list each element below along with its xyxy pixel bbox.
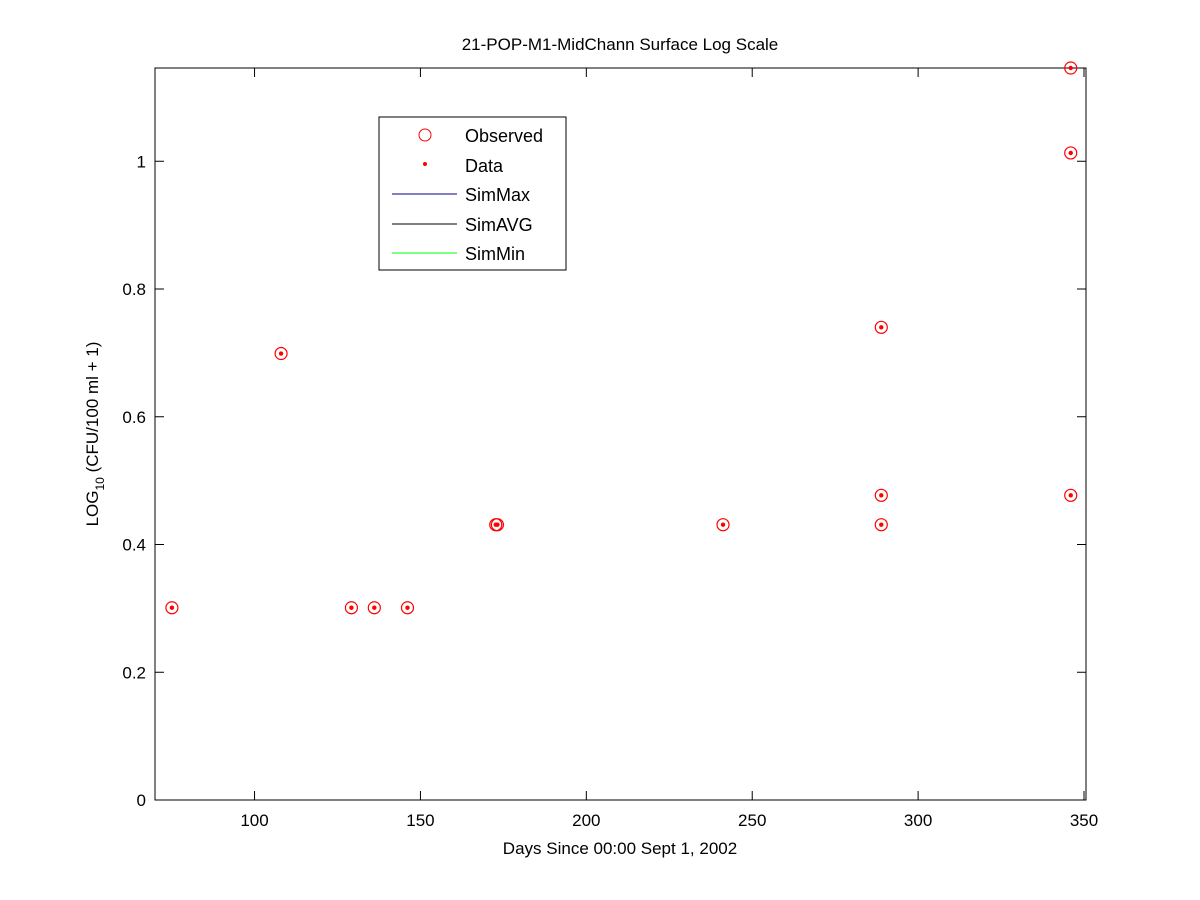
data-point [349,605,354,610]
chart-title: 21-POP-M1-MidChann Surface Log Scale [462,35,779,54]
data-point [372,605,377,610]
observed-point [1064,146,1078,160]
y-label-rest: (CFU/100 ml + 1) [83,342,102,478]
data-point [278,351,284,356]
observed-point [716,518,730,532]
y-tick-label: 0.6 [122,408,146,427]
data-point [405,605,410,610]
legend: Observed Data SimMax SimAVG SimMin [378,116,567,271]
x-axis-label: Days Since 00:00 Sept 1, 2002 [503,839,737,858]
y-tick-label: 1 [137,152,146,171]
legend-data-marker [423,162,427,166]
data-point [879,493,884,498]
observed-point [400,601,415,615]
legend-observed: Observed [465,126,543,146]
y-label-main: LOG [83,491,102,527]
data-point [1068,150,1073,156]
y-tick-label: 0.2 [122,663,146,682]
observed-point [1064,488,1078,502]
plot-area [154,67,1087,801]
y-tick-label: 0 [137,791,146,810]
observed-point [165,601,179,615]
observed-point [874,488,888,502]
legend-simmin: SimMin [465,244,525,264]
x-tick-label: 150 [406,811,434,830]
data-point [879,325,884,330]
observed-point [344,601,359,615]
data-point [879,522,884,527]
data-point [495,522,500,527]
x-tick-label: 250 [738,811,766,830]
data-point [169,605,175,610]
x-tick-label: 100 [240,811,268,830]
observed-point [274,346,288,361]
y-axis-label: LOG10 (CFU/100 ml + 1) [83,342,107,527]
legend-observed-marker [418,128,432,142]
data-point [720,522,726,527]
observed-point [490,518,505,532]
x-tick-label: 350 [1070,811,1098,830]
legend-simmax: SimMax [465,185,530,205]
y-tick-label: 0.8 [122,280,146,299]
legend-data: Data [465,156,504,176]
observed-point [1064,61,1078,75]
y-tick-label: 0.4 [122,536,146,555]
x-tick-label: 300 [904,811,932,830]
observed-point [874,518,888,532]
x-tick-label: 200 [572,811,600,830]
observed-point [367,601,381,615]
data-point [1068,493,1073,498]
data-point [1068,65,1073,71]
observed-point [874,320,888,334]
y-label-sub: 10 [93,477,107,491]
legend-simavg: SimAVG [465,215,533,235]
